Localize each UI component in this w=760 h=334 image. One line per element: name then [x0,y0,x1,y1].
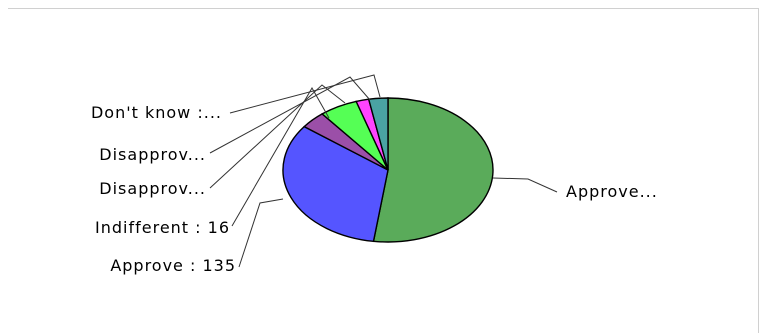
slice-label-5: Don't know :... [91,103,222,122]
leader-line-1 [238,198,284,268]
leader-line-2 [231,86,330,227]
slice-label-2: Indifferent : 16 [95,218,230,237]
slice-label-0: Approve... [566,182,658,201]
leader-line-0 [492,177,558,193]
pie-slice-0 [372,97,494,243]
leader-line-5 [229,74,381,114]
slice-label-1: Approve : 135 [110,256,236,275]
slice-label-3: Disapprov... [99,179,206,198]
leader-line-4 [209,76,371,154]
pie-slice-1 [282,125,389,243]
slice-label-4: Disapprov... [99,145,206,164]
leader-line-3 [209,84,346,189]
chart-frame [8,8,759,333]
